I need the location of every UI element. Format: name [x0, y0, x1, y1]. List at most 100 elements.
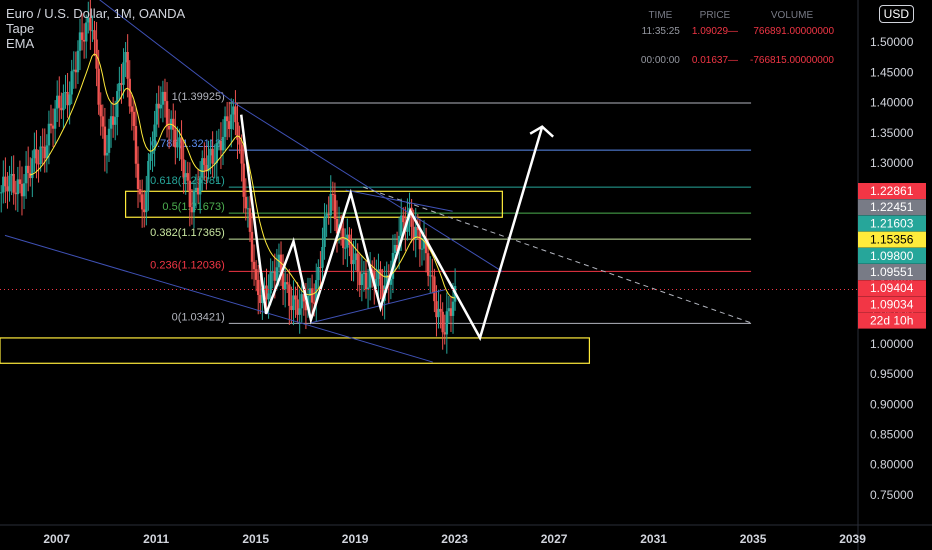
currency-button[interactable]: USD	[878, 5, 914, 23]
candle-body	[91, 30, 94, 32]
candle-body	[286, 282, 289, 285]
candle-body	[105, 152, 109, 156]
x-tick-label: 2007	[43, 532, 70, 546]
candle-body	[310, 288, 314, 303]
candle-body	[250, 231, 254, 262]
candle-body	[449, 308, 453, 316]
tape-volume: -766815.00000000	[750, 55, 834, 66]
tape-header-time: TIME	[648, 10, 673, 21]
candle-body	[304, 301, 308, 311]
candle-body	[335, 218, 339, 234]
candle-body	[402, 215, 405, 223]
candle-body	[263, 285, 266, 289]
price-badge-text: 1.09800	[870, 249, 914, 263]
trendline	[362, 186, 752, 324]
price-badge-bg	[858, 183, 926, 199]
candle-body	[217, 140, 221, 144]
price-badge-text: 1.22861	[870, 184, 914, 198]
candle-body	[414, 226, 417, 239]
candle-body	[244, 196, 247, 209]
candle-body	[60, 107, 63, 111]
candle-body	[2, 176, 5, 193]
candle-body	[308, 288, 312, 296]
trendline	[233, 102, 503, 272]
tape-volume: 766891.00000000	[753, 26, 834, 37]
candle-body	[53, 108, 57, 129]
fib-level-label: 0(1.03421)	[172, 311, 225, 323]
candle-body	[321, 246, 324, 268]
candle-body	[167, 125, 171, 130]
candle-body	[400, 215, 403, 236]
candle-body	[140, 194, 144, 210]
candle-body	[207, 155, 210, 172]
candle-body	[130, 106, 134, 112]
candle-body	[35, 149, 38, 164]
candle-body	[4, 176, 7, 187]
candle-body	[41, 146, 44, 148]
candle-body	[352, 260, 355, 265]
candle-body	[136, 163, 140, 190]
chart-legend: Euro / U.S. Dollar, 1M, OANDA Tape EMA	[6, 6, 185, 51]
indicator-ema-label[interactable]: EMA	[6, 36, 35, 51]
candle-body	[172, 118, 175, 130]
candle-body	[161, 91, 165, 105]
candle-body	[441, 311, 444, 333]
candle-body	[350, 245, 353, 265]
candle-body	[196, 187, 200, 195]
price-badge: 1.09800	[858, 247, 926, 264]
candle-body	[149, 153, 152, 161]
price-badge-text: 1.09551	[870, 265, 914, 279]
candle-body	[80, 32, 84, 40]
candle-body	[331, 194, 335, 196]
candle-body	[157, 103, 160, 109]
candle-body	[377, 269, 380, 279]
candle-body	[269, 271, 272, 294]
candle-body	[288, 284, 291, 306]
candle-body	[317, 266, 320, 281]
candle-body	[116, 91, 119, 118]
projection-path	[239, 114, 544, 342]
price-badge-bg	[858, 215, 926, 232]
candle-body	[410, 207, 413, 227]
y-tick-label: 1.40000	[870, 96, 914, 110]
candle-body	[232, 106, 235, 115]
candle-body	[366, 287, 370, 290]
fib-level-label: 1(1.39925)	[172, 91, 225, 103]
candle-body	[327, 213, 330, 216]
candle-body	[298, 308, 301, 315]
y-tick-label: 0.75000	[870, 488, 914, 502]
candle-body	[43, 146, 46, 159]
projection-arrow-head	[529, 125, 554, 138]
candle-body	[190, 207, 194, 213]
candle-body	[68, 94, 71, 106]
candle-body	[178, 137, 181, 142]
candle-body	[300, 294, 303, 309]
candle-body	[302, 294, 306, 302]
price-badge: 1.22861	[858, 183, 926, 199]
candle-body	[22, 183, 26, 197]
indicator-tape-label[interactable]: Tape	[6, 21, 35, 36]
candle-body	[412, 226, 415, 239]
y-tick-label: 0.90000	[870, 397, 914, 411]
tape-price: 0.01637—	[691, 55, 739, 66]
candle-body	[368, 269, 372, 288]
candle-body	[259, 294, 262, 304]
candle-body	[16, 179, 20, 195]
symbol-title[interactable]: Euro / U.S. Dollar, 1M, OANDA	[6, 6, 186, 21]
candle-body	[45, 145, 49, 159]
fib-level-label: 0.786(1.32113)	[151, 138, 225, 150]
candle-body	[20, 183, 24, 197]
candles-group	[0, 0, 457, 354]
price-badge-bg	[858, 264, 926, 280]
candle-body	[283, 282, 287, 290]
candle-body	[433, 276, 436, 302]
candle-body	[431, 275, 434, 277]
x-tick-label: 2023	[441, 532, 468, 546]
candle-body	[199, 177, 202, 195]
x-tick-label: 2031	[640, 532, 667, 546]
candle-body	[14, 192, 17, 195]
candle-body	[120, 83, 123, 85]
candle-body	[66, 92, 69, 106]
candle-body	[271, 271, 274, 273]
